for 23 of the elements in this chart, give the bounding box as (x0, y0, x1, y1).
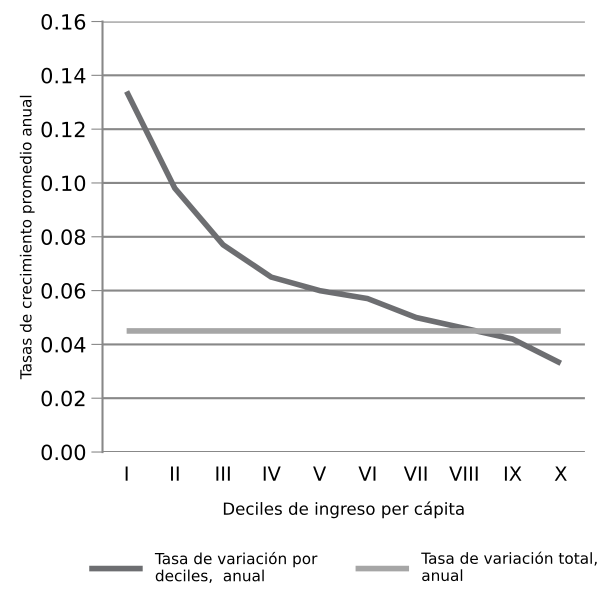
y-tick-label: 0.04 (42, 336, 86, 353)
legend-label: Tasa de variación total, anual (421, 552, 597, 582)
y-tick-label: 0.14 (42, 68, 86, 84)
x-tick-label: I (126, 466, 128, 481)
y-tick-label: 0.00 (42, 444, 86, 460)
y-tick-label: 0.08 (42, 229, 86, 245)
x-tick-label: III (216, 466, 230, 481)
x-axis-title: Deciles de ingreso per cápita (224, 501, 464, 518)
x-tick-label: VII (404, 466, 427, 481)
x-tick-label: X (554, 466, 567, 481)
x-tick-label: VI (358, 466, 376, 481)
y-tick-label: 0.06 (42, 283, 86, 299)
x-tick-label: IX (504, 466, 522, 481)
y-axis-title: Tasas de crecimiento promedio anual (20, 96, 35, 380)
y-tick-label: 0.16 (42, 14, 86, 30)
y-tick-label: 0.12 (42, 122, 84, 138)
y-tick-label: 0.02 (42, 390, 84, 406)
x-tick-label: V (313, 466, 326, 481)
legend-label: Tasa de variación por deciles, anual (154, 552, 318, 583)
x-tick-label: IV (264, 466, 281, 481)
x-tick-label: II (171, 466, 179, 481)
x-tick-label: VIII (449, 466, 478, 481)
y-tick-label: 0.10 (42, 175, 86, 192)
